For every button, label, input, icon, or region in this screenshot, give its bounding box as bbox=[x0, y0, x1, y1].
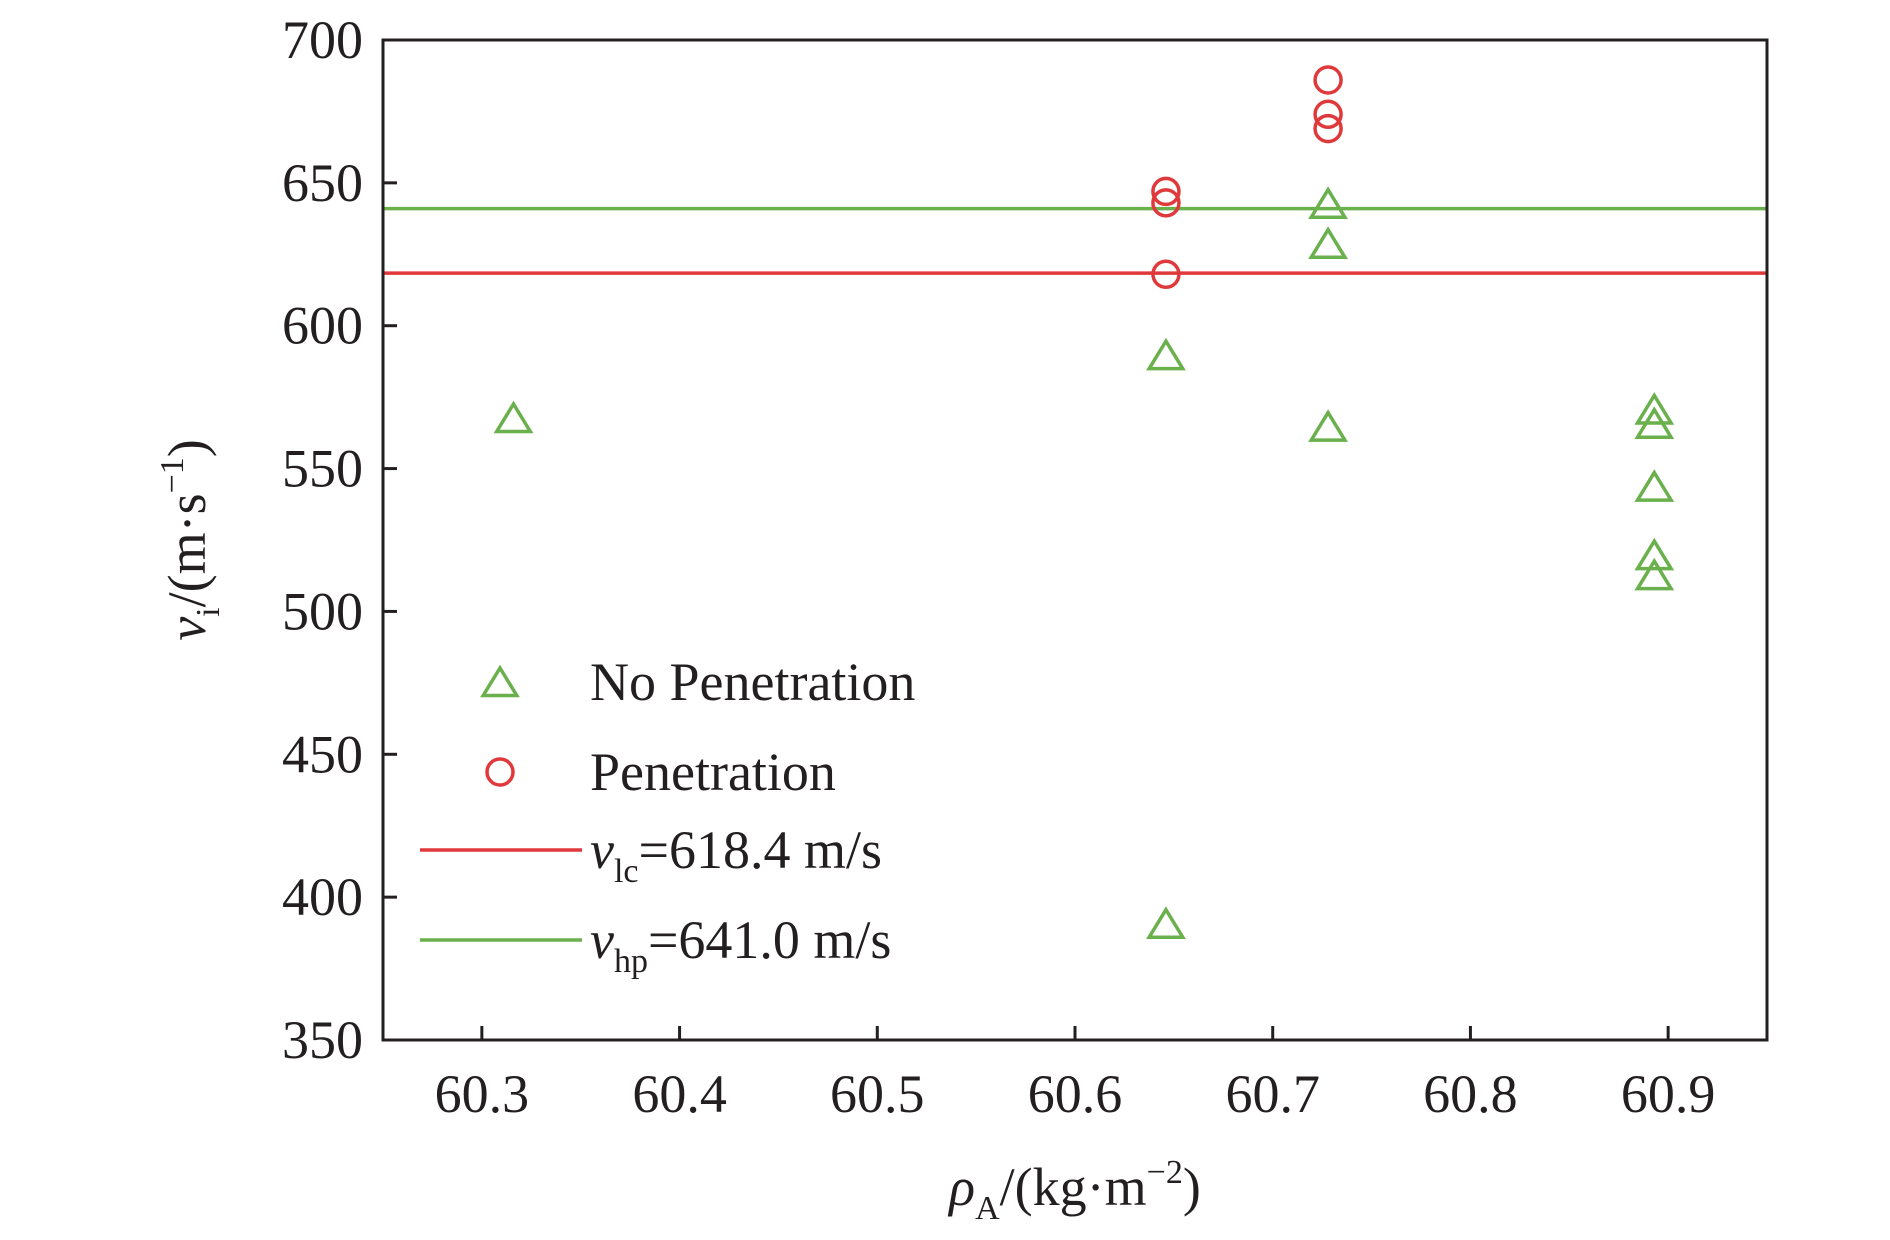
y-tick-label: 350 bbox=[282, 1010, 363, 1070]
legend-item-penetration: Penetration bbox=[485, 742, 836, 802]
y-axis-title: vi/(m·s−1) bbox=[154, 439, 227, 641]
no-penetration-point bbox=[1634, 392, 1675, 425]
y-axis-title-subscript: i bbox=[190, 607, 227, 616]
penetration-point bbox=[1313, 99, 1343, 130]
legend-v-hp-subscript: hp bbox=[614, 943, 648, 980]
no-penetration-point bbox=[1146, 337, 1186, 371]
penetration-point bbox=[1151, 259, 1181, 290]
x-axis-ticks: 60.3 60.4 60.5 60.6 60.7 60.8 60.9 bbox=[435, 1026, 1716, 1124]
y-tick-label: 400 bbox=[282, 867, 363, 927]
y-tick-label: 550 bbox=[282, 439, 363, 499]
no-penetration-point bbox=[1634, 469, 1675, 502]
y-axis-title-unit: /(m·s bbox=[157, 493, 217, 607]
legend-label-no-penetration: No Penetration bbox=[590, 652, 915, 712]
x-tick-label: 60.6 bbox=[1028, 1064, 1123, 1124]
x-tick-label: 60.9 bbox=[1621, 1064, 1716, 1124]
x-tick-label: 60.4 bbox=[632, 1064, 727, 1124]
y-axis-title-close: ) bbox=[157, 439, 217, 457]
legend-item-v-lc: vlc=618.4 m/s bbox=[420, 820, 882, 890]
no-penetration-point bbox=[1308, 226, 1348, 259]
y-tick-label: 450 bbox=[282, 724, 363, 784]
data-markers bbox=[493, 65, 1675, 939]
y-axis-title-superscript: −1 bbox=[154, 457, 191, 493]
y-tick-label: 700 bbox=[282, 10, 363, 70]
legend-circle-marker bbox=[485, 757, 515, 787]
legend-v-lc-value: =618.4 m/s bbox=[639, 820, 882, 880]
x-tick-label: 60.3 bbox=[435, 1064, 530, 1124]
legend-item-no-penetration: No Penetration bbox=[480, 652, 915, 712]
x-tick-label: 60.7 bbox=[1225, 1064, 1320, 1124]
penetration-point bbox=[1151, 176, 1181, 207]
x-tick-label: 60.8 bbox=[1423, 1064, 1518, 1124]
x-tick-label: 60.5 bbox=[830, 1064, 925, 1124]
legend-triangle-marker bbox=[480, 664, 520, 698]
legend: No Penetration Penetration vlc=618.4 m/s… bbox=[420, 652, 915, 980]
legend-v-lc-subscript: lc bbox=[614, 853, 639, 890]
no-penetration-point bbox=[1308, 409, 1348, 442]
x-axis-title-close: ) bbox=[1183, 1157, 1201, 1217]
plot-frame bbox=[381, 38, 1769, 1042]
legend-label-v-lc: vlc=618.4 m/s bbox=[590, 820, 882, 890]
no-penetration-point bbox=[1634, 557, 1675, 591]
penetration-point bbox=[1313, 113, 1343, 144]
y-axis-ticks: 350 400 450 500 550 600 650 700 bbox=[282, 10, 397, 1070]
x-axis-title: ρA/(kg·m−2) bbox=[947, 1154, 1201, 1227]
no-penetration-point bbox=[1146, 906, 1186, 939]
penetration-point bbox=[1313, 65, 1343, 95]
no-penetration-point bbox=[1634, 537, 1675, 571]
x-axis-title-symbol: ρ bbox=[947, 1157, 975, 1217]
legend-label-v-hp: vhp=641.0 m/s bbox=[590, 910, 891, 980]
legend-v-hp-symbol: v bbox=[590, 910, 614, 970]
x-axis-title-unit: /(kg·m bbox=[1000, 1157, 1147, 1217]
y-tick-label: 600 bbox=[282, 296, 363, 356]
x-axis-title-superscript: −2 bbox=[1147, 1154, 1183, 1191]
legend-item-v-hp: vhp=641.0 m/s bbox=[420, 910, 891, 980]
y-axis-title-symbol: v bbox=[157, 617, 217, 641]
legend-label-penetration: Penetration bbox=[590, 742, 836, 802]
legend-v-lc-symbol: v bbox=[590, 820, 614, 880]
no-penetration-point bbox=[1308, 186, 1348, 219]
y-tick-label: 650 bbox=[282, 153, 363, 213]
y-tick-label: 500 bbox=[282, 581, 363, 641]
reference-lines bbox=[383, 206, 1767, 275]
no-penetration-point bbox=[493, 400, 534, 434]
legend-v-hp-value: =641.0 m/s bbox=[648, 910, 891, 970]
no-penetration-point bbox=[1634, 406, 1675, 439]
penetration-point bbox=[1151, 188, 1181, 218]
x-axis-title-subscript: A bbox=[975, 1190, 1000, 1227]
